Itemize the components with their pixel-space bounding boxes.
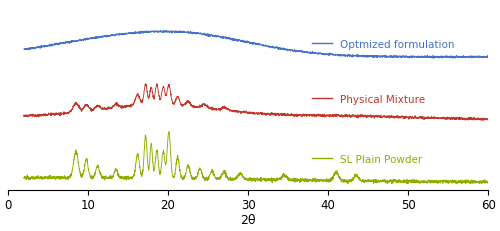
- Text: SL Plain Powder: SL Plain Powder: [340, 155, 422, 165]
- X-axis label: 2θ: 2θ: [240, 214, 256, 227]
- Text: Physical Mixture: Physical Mixture: [340, 95, 426, 105]
- Text: Optmized formulation: Optmized formulation: [340, 40, 454, 50]
